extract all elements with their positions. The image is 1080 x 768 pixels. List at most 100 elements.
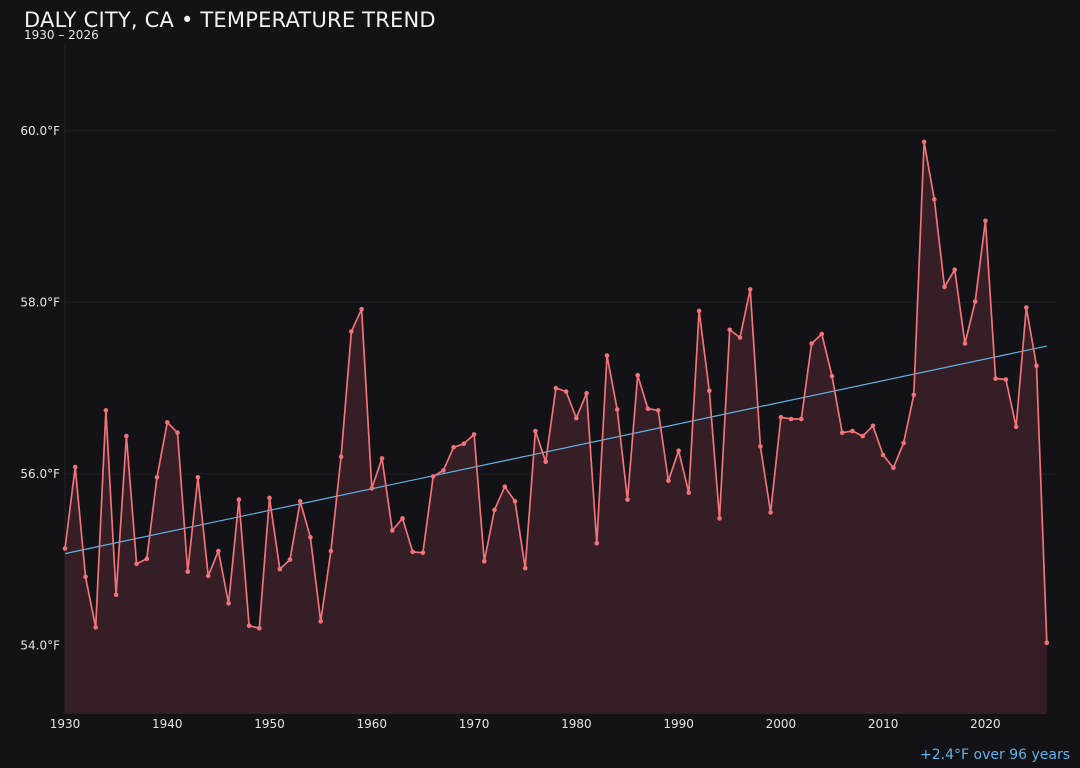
data-point <box>614 407 620 412</box>
data-point <box>901 440 906 446</box>
data-point <box>308 535 313 540</box>
data-point <box>880 452 886 458</box>
data-point <box>839 430 845 436</box>
y-tick-label: 56.0°F <box>20 467 60 481</box>
data-point <box>686 490 692 496</box>
data-point <box>185 569 190 574</box>
data-point <box>103 408 109 413</box>
data-point <box>768 510 773 515</box>
data-point <box>574 415 579 421</box>
data-point <box>257 625 262 631</box>
data-point <box>921 139 927 145</box>
data-point <box>400 516 405 521</box>
data-point <box>747 287 753 292</box>
data-point <box>737 335 743 340</box>
data-point <box>451 445 456 450</box>
data-point <box>277 566 283 572</box>
data-point <box>543 459 548 465</box>
y-tick-label: 58.0°F <box>20 295 60 309</box>
data-point <box>461 441 467 447</box>
data-point <box>696 308 702 314</box>
chart-title: DALY CITY, CA • TEMPERATURE TREND <box>24 8 436 32</box>
data-point <box>441 468 446 473</box>
data-point <box>522 565 528 571</box>
data-point <box>952 267 957 273</box>
data-point <box>512 499 518 504</box>
x-tick-label: 2010 <box>868 717 899 731</box>
data-point <box>297 499 303 504</box>
data-point <box>93 625 98 630</box>
data-point <box>338 454 344 460</box>
data-point <box>420 550 426 556</box>
data-point <box>390 528 395 533</box>
x-tick-label: 1990 <box>663 717 694 731</box>
data-point <box>778 414 784 420</box>
data-point <box>72 464 78 470</box>
data-point <box>205 573 211 579</box>
data-point <box>829 373 835 379</box>
data-point <box>1024 305 1029 310</box>
data-point <box>758 444 763 449</box>
data-point <box>553 385 559 391</box>
data-point <box>502 484 508 490</box>
data-point <box>430 474 436 479</box>
x-tick-label: 1970 <box>459 717 490 731</box>
data-point <box>983 218 988 224</box>
data-point <box>62 546 68 551</box>
data-point <box>993 376 998 381</box>
data-point <box>666 478 671 484</box>
data-point <box>1003 377 1009 382</box>
x-tick-label: 1960 <box>357 717 388 731</box>
data-point <box>1013 424 1019 430</box>
data-point <box>635 372 640 378</box>
data-point <box>195 475 201 480</box>
trend-line <box>64 345 1047 555</box>
x-tick-label: 2020 <box>970 717 1001 731</box>
data-point <box>236 497 242 502</box>
data-point <box>584 390 589 396</box>
data-point <box>594 541 600 546</box>
data-point <box>287 557 293 562</box>
data-point <box>911 392 917 398</box>
data-point <box>216 548 221 554</box>
data-point <box>328 548 334 554</box>
data-point <box>604 353 610 358</box>
data-point <box>819 331 825 337</box>
x-tick-label: 1930 <box>50 717 81 731</box>
data-point <box>124 433 129 439</box>
data-point <box>471 432 477 437</box>
area-fill <box>65 141 1047 714</box>
data-point <box>226 601 231 606</box>
data-point <box>410 549 416 555</box>
x-tick-label: 1950 <box>254 717 285 731</box>
data-point <box>318 619 324 624</box>
data-points <box>62 139 1050 646</box>
data-point <box>175 430 180 436</box>
data-point <box>860 433 865 439</box>
data-point <box>1044 640 1050 646</box>
data-point <box>625 497 630 502</box>
data-point <box>134 561 139 567</box>
data-point <box>165 420 170 425</box>
data-point <box>533 428 538 434</box>
data-point <box>144 556 150 562</box>
data-point <box>707 388 712 394</box>
data-point <box>655 408 661 413</box>
data-point <box>809 341 814 346</box>
data-point <box>717 516 722 521</box>
data-point <box>267 495 272 501</box>
data-point <box>799 416 804 422</box>
y-tick-label: 60.0°F <box>20 124 60 138</box>
data-point <box>349 329 354 334</box>
data-point <box>788 416 794 422</box>
x-tick-label: 1980 <box>561 717 592 731</box>
data-point <box>850 428 855 434</box>
x-axis: 1930 1940 1950 1960 1970 1980 1990 2000 2010 2020 <box>50 717 1001 731</box>
data-point <box>83 574 88 580</box>
data-point <box>113 592 119 598</box>
data-point <box>359 306 364 312</box>
chart-subtitle: 1930 – 2026 <box>24 28 99 42</box>
data-point <box>891 465 896 471</box>
data-point <box>1034 363 1039 369</box>
